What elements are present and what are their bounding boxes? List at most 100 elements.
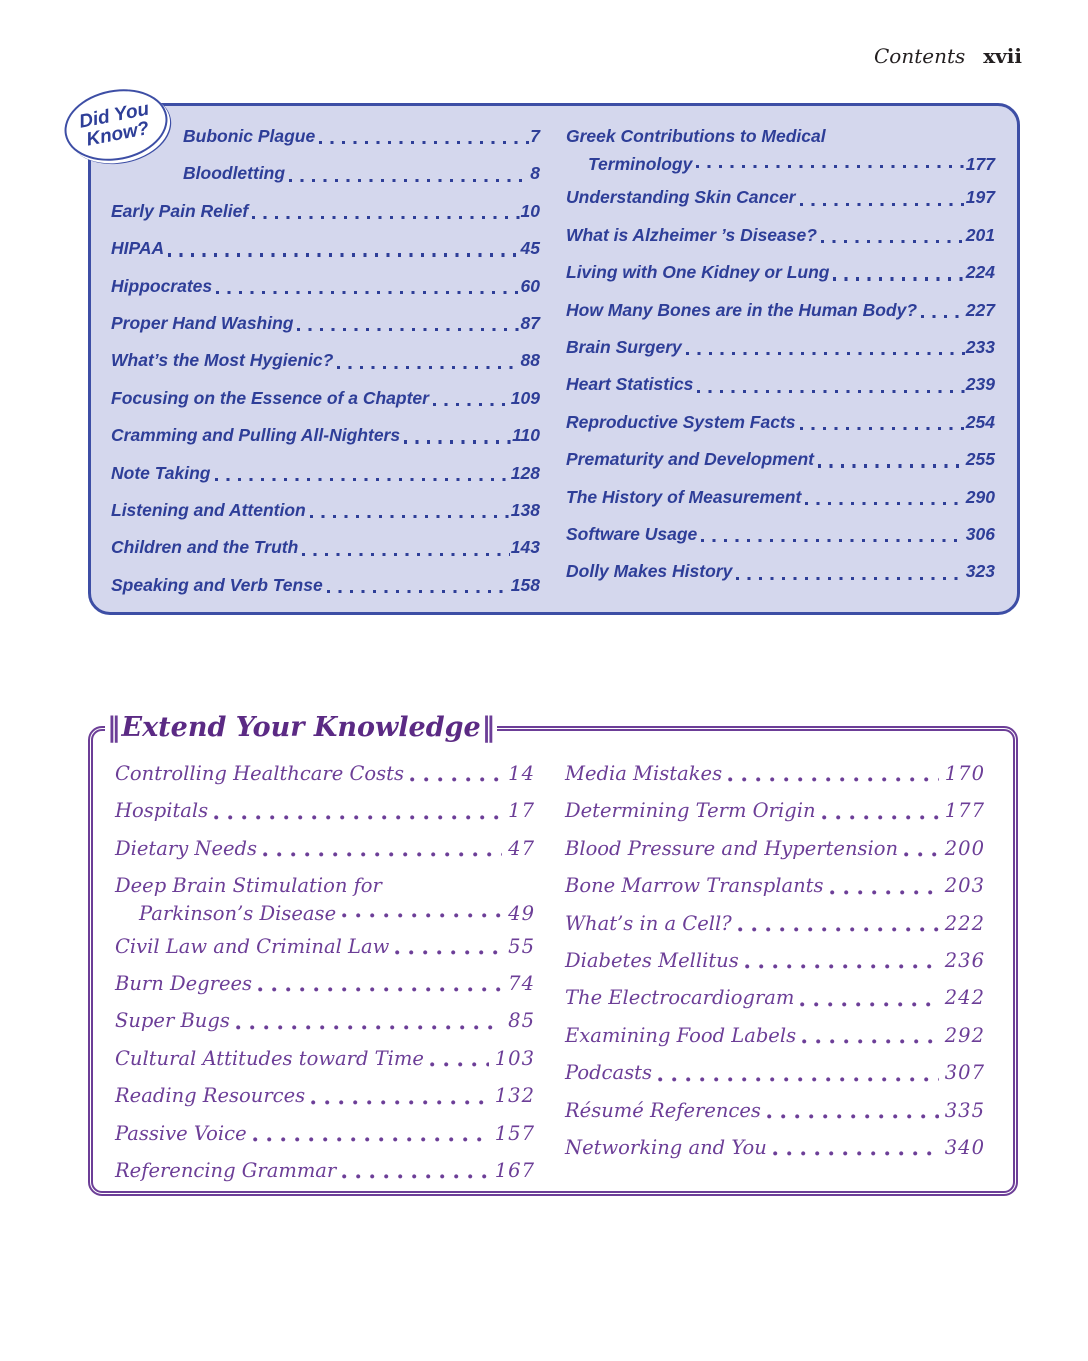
entry-title: The Electrocardiogram	[565, 986, 795, 1010]
toc-entry: Media Mistakes 170	[565, 755, 985, 792]
dot-leader	[252, 216, 520, 220]
dot-leader	[766, 1114, 939, 1120]
dot-leader	[821, 814, 939, 820]
toc-entry: Blood Pressure and Hypertension 200	[565, 830, 985, 867]
entry-title: Prematurity and Development	[566, 449, 814, 470]
toc-entry: Cultural Attitudes toward Time 103	[115, 1040, 535, 1077]
entry-title: HIPAA	[111, 238, 165, 259]
toc-entry: Reproductive System Facts 254	[566, 404, 995, 441]
entry-page-number: 292	[944, 1023, 985, 1047]
toc-entry: Children and the Truth 143	[111, 529, 540, 566]
dot-leader	[701, 539, 965, 543]
entry-title: Hospitals	[115, 799, 209, 823]
entry-page-number: 335	[944, 1098, 985, 1122]
entry-title: Bubonic Plague	[183, 126, 316, 146]
entry-title: Listening and Attention	[111, 500, 306, 521]
entry-page-number: 74	[508, 972, 535, 996]
dot-leader	[432, 403, 510, 407]
toc-entry: Early Pain Relief 10	[111, 193, 540, 230]
entry-page-number: 167	[494, 1159, 535, 1183]
entry-title: Résumé References	[565, 1098, 761, 1122]
entry-page-number: 203	[944, 874, 985, 898]
toc-entry: Heart Statistics 239	[566, 366, 995, 403]
dot-leader	[802, 1039, 939, 1045]
dot-leader	[805, 501, 965, 506]
dot-leader	[252, 1137, 489, 1143]
entry-page-number: 170	[944, 762, 985, 785]
dot-leader	[342, 1174, 489, 1180]
dot-leader	[799, 427, 965, 431]
entry-title: Hippocrates	[111, 275, 213, 296]
dot-leader	[214, 477, 510, 482]
entry-page-number: 255	[965, 449, 995, 470]
entry-page-number: 55	[508, 934, 535, 958]
entry-page-number: 236	[944, 949, 985, 973]
toc-entry: Passive Voice 157	[115, 1115, 535, 1152]
entry-page-number: 8	[530, 163, 540, 184]
toc-entry: How Many Bones are in the Human Body? 22…	[566, 292, 995, 329]
dyk-right-column: Greek Contributions to Medical Terminolo…	[566, 118, 995, 604]
toc-entry: Prematurity and Development 255	[566, 441, 995, 478]
dot-leader	[302, 552, 510, 556]
dot-leader	[696, 165, 965, 169]
entry-title: Determining Term Origin	[565, 799, 816, 823]
entry-title: Cramming and Pulling All-Nighters	[111, 425, 401, 446]
running-head: Contents xvii	[874, 44, 1022, 68]
entry-title: Controlling Healthcare Costs	[115, 762, 404, 785]
toc-entry: What’s the Most Hygienic? 88	[111, 342, 540, 379]
entry-title: Cultural Attitudes toward Time	[115, 1046, 424, 1070]
entry-page-number: 132	[494, 1084, 535, 1108]
entry-title: Bloodletting	[183, 163, 286, 184]
toc-entry: Referencing Grammar 167	[115, 1152, 535, 1189]
toc-entry: Burn Degrees 74	[115, 965, 535, 1002]
toc-entry: Bone Marrow Transplants 203	[565, 867, 985, 904]
toc-entry: Hospitals 17	[115, 792, 535, 829]
toc-entry: Deep Brain Stimulation for Parkinson’s D…	[115, 867, 535, 927]
toc-entry: What is Alzheimer ’s Disease? 201	[566, 217, 995, 254]
entry-page-number: 177	[965, 154, 995, 175]
entry-title: Dietary Needs	[115, 836, 258, 860]
entry-page-number: 239	[965, 374, 995, 395]
entry-title: Reading Resources	[115, 1084, 306, 1108]
entry-page-number: 177	[944, 799, 985, 823]
entry-page-number: 306	[965, 524, 995, 545]
entry-title-continued: Parkinson’s Disease	[139, 901, 337, 925]
toc-entry: Focusing on the Essence of a Chapter 109	[111, 380, 540, 417]
entry-title: How Many Bones are in the Human Body?	[566, 299, 918, 320]
entry-page-number: 290	[965, 486, 995, 507]
dot-leader	[214, 814, 503, 820]
entry-title: Passive Voice	[115, 1121, 247, 1145]
toc-entry: Résumé References 335	[565, 1092, 985, 1129]
dot-leader	[799, 202, 965, 206]
entry-title-continued: Terminology	[588, 154, 693, 175]
did-you-know-columns: Bubonic Plague 7 Bloodletting 8 Early Pa…	[111, 118, 995, 604]
toc-entry: Civil Law and Criminal Law 55	[115, 928, 535, 965]
entry-page-number: 17	[508, 799, 535, 823]
toc-entry: Listening and Attention 138	[111, 492, 540, 529]
entry-page-number: 47	[508, 836, 535, 860]
toc-entry: The Electrocardiogram 242	[565, 979, 985, 1016]
entry-page-number: 222	[944, 911, 985, 935]
dot-leader	[311, 1099, 489, 1105]
toc-entry: Examining Food Labels 292	[565, 1017, 985, 1054]
dot-leader	[829, 889, 939, 895]
entry-page-number: 138	[510, 500, 540, 521]
entry-title: The History of Measurement	[566, 486, 802, 507]
entry-page-number: 254	[965, 411, 995, 432]
entry-page-number: 88	[520, 350, 540, 371]
toc-entry: Bloodletting 8	[111, 155, 540, 192]
entry-title: Blood Pressure and Hypertension	[565, 836, 899, 860]
entry-page-number: 49	[508, 901, 535, 925]
toc-entry: Understanding Skin Cancer 197	[566, 179, 995, 216]
dot-leader	[744, 964, 939, 970]
toc-entry: Hippocrates 60	[111, 268, 540, 305]
toc-entry: Super Bugs 85	[115, 1002, 535, 1039]
dot-leader	[737, 927, 939, 933]
entry-page-number: 323	[965, 561, 995, 582]
dot-leader	[921, 314, 965, 319]
entry-page-number: 45	[520, 238, 540, 259]
entry-title: Media Mistakes	[565, 762, 723, 785]
toc-entry: Controlling Healthcare Costs 14	[115, 755, 535, 792]
entry-page-number: 233	[965, 337, 995, 358]
extend-your-knowledge-box: ‖Extend Your Knowledge‖ Controlling Heal…	[88, 711, 1018, 1196]
